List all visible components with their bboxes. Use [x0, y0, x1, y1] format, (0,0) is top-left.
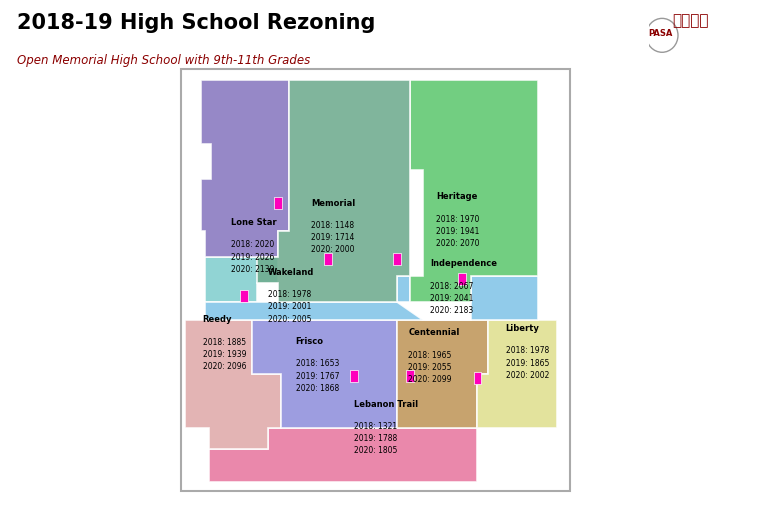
Text: 2018: 1970
2019: 1941
2020: 2070: 2018: 1970 2019: 1941 2020: 2070 — [436, 215, 480, 248]
Text: Lebanon Trail: Lebanon Trail — [354, 400, 419, 409]
Text: Reedy: Reedy — [203, 315, 232, 324]
Text: Wakeland: Wakeland — [267, 268, 314, 277]
FancyBboxPatch shape — [181, 69, 571, 490]
Text: 2018: 1885
2019: 1939
2020: 2096: 2018: 1885 2019: 1939 2020: 2096 — [203, 338, 247, 371]
Polygon shape — [205, 257, 278, 303]
Polygon shape — [209, 428, 478, 482]
Text: 2018: 1653
2019: 1767
2020: 1868: 2018: 1653 2019: 1767 2020: 1868 — [296, 359, 339, 393]
Text: Centennial: Centennial — [408, 328, 459, 337]
Text: 2018-19 High School Rezoning: 2018-19 High School Rezoning — [17, 13, 376, 33]
Polygon shape — [410, 79, 538, 303]
Bar — [474, 372, 482, 384]
Bar — [274, 197, 283, 209]
Bar — [324, 253, 332, 265]
Text: Liberty: Liberty — [505, 324, 539, 333]
Text: 2018: 1978
2019: 2001
2020: 2005: 2018: 1978 2019: 2001 2020: 2005 — [267, 290, 311, 324]
Polygon shape — [205, 276, 538, 319]
Polygon shape — [397, 319, 488, 428]
Bar — [240, 290, 247, 302]
Text: Independence: Independence — [430, 259, 497, 268]
Text: 2018: 1321
2019: 1788
2020: 1805: 2018: 1321 2019: 1788 2020: 1805 — [354, 422, 398, 456]
Text: 2018: 1978
2019: 1865
2020: 2002: 2018: 1978 2019: 1865 2020: 2002 — [505, 347, 549, 380]
Text: 𝙋𝘼𝙎𝘼: 𝙋𝘼𝙎𝘼 — [672, 13, 709, 28]
Text: Open Memorial High School with 9th-11th Grades: Open Memorial High School with 9th-11th … — [17, 54, 310, 67]
Text: Heritage: Heritage — [436, 192, 478, 201]
Polygon shape — [185, 319, 280, 450]
Bar — [350, 370, 358, 382]
Text: 2018: 2020
2019: 2026
2020: 2139: 2018: 2020 2019: 2026 2020: 2139 — [231, 241, 274, 274]
Text: Lone Star: Lone Star — [231, 218, 276, 227]
Text: Frisco: Frisco — [296, 337, 323, 346]
Bar — [393, 253, 401, 265]
Text: 2018: 1965
2019: 2055
2020: 2099: 2018: 1965 2019: 2055 2020: 2099 — [408, 351, 452, 384]
Polygon shape — [478, 319, 558, 428]
Text: 2018: 2067
2019: 2041
2020: 2183: 2018: 2067 2019: 2041 2020: 2183 — [430, 282, 473, 315]
Bar — [406, 370, 414, 382]
Polygon shape — [257, 79, 410, 303]
Polygon shape — [253, 319, 397, 428]
Text: 2018: 1148
2019: 1714
2020: 2000: 2018: 1148 2019: 1714 2020: 2000 — [311, 221, 354, 254]
Bar — [458, 273, 466, 285]
Text: Memorial: Memorial — [311, 199, 355, 207]
Polygon shape — [200, 79, 290, 257]
Text: PASA: PASA — [648, 29, 672, 38]
